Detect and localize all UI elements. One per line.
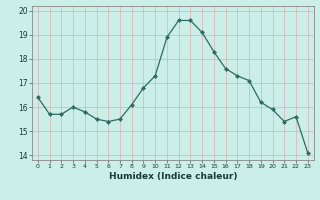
- X-axis label: Humidex (Indice chaleur): Humidex (Indice chaleur): [108, 172, 237, 181]
